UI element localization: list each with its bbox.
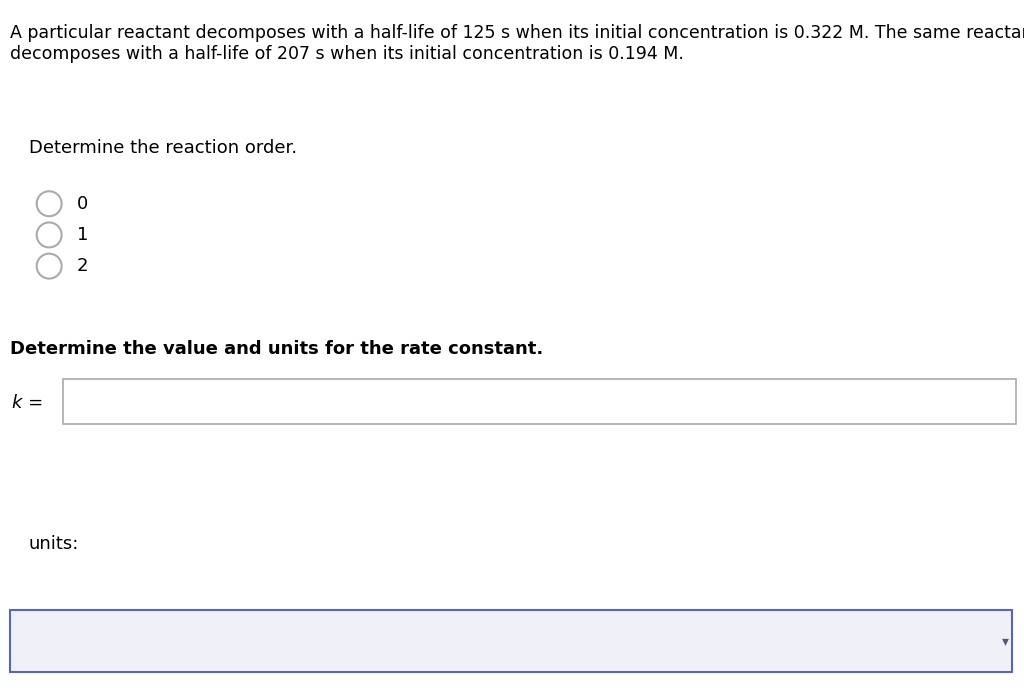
Text: units:: units: [29, 535, 79, 553]
FancyBboxPatch shape [63, 379, 1016, 424]
Text: 2: 2 [77, 257, 88, 275]
Text: decomposes with a half-life of 207 s when its initial concentration is 0.194 M.: decomposes with a half-life of 207 s whe… [10, 45, 684, 63]
Text: ▾: ▾ [1002, 634, 1009, 648]
Text: Determine the value and units for the rate constant.: Determine the value and units for the ra… [10, 340, 544, 358]
FancyBboxPatch shape [10, 610, 1012, 672]
Text: Determine the reaction order.: Determine the reaction order. [29, 139, 297, 157]
Text: k =: k = [12, 394, 44, 412]
Text: 1: 1 [77, 226, 88, 244]
Text: 0: 0 [77, 195, 88, 213]
Text: A particular reactant decomposes with a half-life of 125 s when its initial conc: A particular reactant decomposes with a … [10, 24, 1024, 42]
